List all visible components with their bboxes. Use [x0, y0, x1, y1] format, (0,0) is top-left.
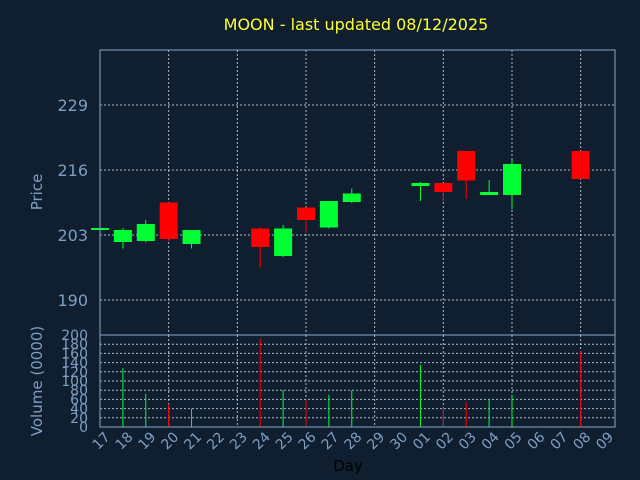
x-tick-label: 28	[341, 429, 365, 453]
candle-body	[297, 207, 315, 220]
volume-y-tick-label: 20	[70, 411, 88, 427]
x-tick-label: 08	[570, 429, 594, 453]
volume-axis-label: Volume (0000)	[28, 326, 46, 436]
x-tick-label: 22	[204, 429, 228, 453]
x-tick-label: 26	[296, 429, 320, 453]
candle-body	[480, 192, 499, 195]
price-axis-label: Price	[28, 174, 46, 211]
x-tick-label: 25	[273, 429, 297, 453]
candle-body	[251, 228, 270, 247]
volume-y-tick-label: 80	[70, 383, 88, 399]
candle-body	[136, 224, 155, 241]
candle-body	[113, 230, 132, 242]
price-candles	[91, 151, 590, 268]
x-tick-label: 30	[387, 429, 411, 453]
chart-title: MOON - last updated 08/12/2025	[224, 15, 489, 34]
x-tick-label: 04	[479, 429, 503, 453]
price-y-tick-label: 203	[57, 226, 88, 245]
volume-y-tick-label: 0	[79, 420, 88, 436]
candle-body	[159, 202, 178, 239]
volume-y-tick-label: 180	[61, 337, 88, 353]
x-ticks: 1718192021222324252627282930010203040506…	[90, 429, 617, 453]
volume-bars	[122, 338, 582, 427]
volume-panel-frame	[99, 334, 616, 428]
x-tick-label: 02	[433, 429, 457, 453]
candle-body	[182, 230, 201, 244]
candle-body	[342, 193, 361, 202]
volume-grid	[100, 335, 615, 427]
candle-body	[411, 183, 430, 186]
x-tick-label: 03	[456, 429, 480, 453]
volume-y-tick-label: 100	[61, 374, 88, 390]
candle-body	[457, 151, 476, 181]
x-tick-label: 23	[227, 429, 251, 453]
price-y-tick-label: 229	[57, 96, 88, 115]
price-grid	[100, 50, 615, 335]
volume-y-tick-label: 140	[61, 356, 88, 372]
x-tick-label: 09	[593, 429, 617, 453]
price-y-tick-label: 216	[57, 161, 88, 180]
x-tick-label: 05	[502, 429, 526, 453]
x-tick-label: 19	[135, 429, 159, 453]
x-tick-label: 27	[319, 429, 343, 453]
x-axis-label: Day	[333, 457, 363, 475]
x-tick-label: 18	[113, 429, 137, 453]
x-tick-label: 21	[181, 429, 205, 453]
x-tick-label: 01	[410, 429, 434, 453]
volume-y-tick-label: 60	[70, 392, 88, 408]
x-tick-label: 07	[547, 429, 571, 453]
volume-y-tick-label: 200	[61, 328, 88, 344]
price-panel-frame	[99, 49, 616, 336]
volume-y-tick-label: 40	[70, 402, 88, 418]
x-tick-label: 17	[90, 429, 114, 453]
candle-body	[503, 164, 521, 195]
volume-y-tick-label: 160	[61, 346, 88, 362]
volume-y-tick-label: 120	[61, 365, 88, 381]
candle-body	[571, 151, 590, 179]
candle-body	[319, 201, 338, 228]
x-tick-label: 20	[158, 429, 182, 453]
x-tick-label: 24	[250, 429, 274, 453]
price-y-tick-label: 190	[57, 291, 88, 310]
price-y-ticks: 190 203 216 229	[57, 96, 88, 310]
x-tick-label: 29	[364, 429, 388, 453]
candle-body	[274, 228, 293, 256]
candle-body	[434, 183, 453, 192]
x-tick-label: 06	[525, 429, 549, 453]
